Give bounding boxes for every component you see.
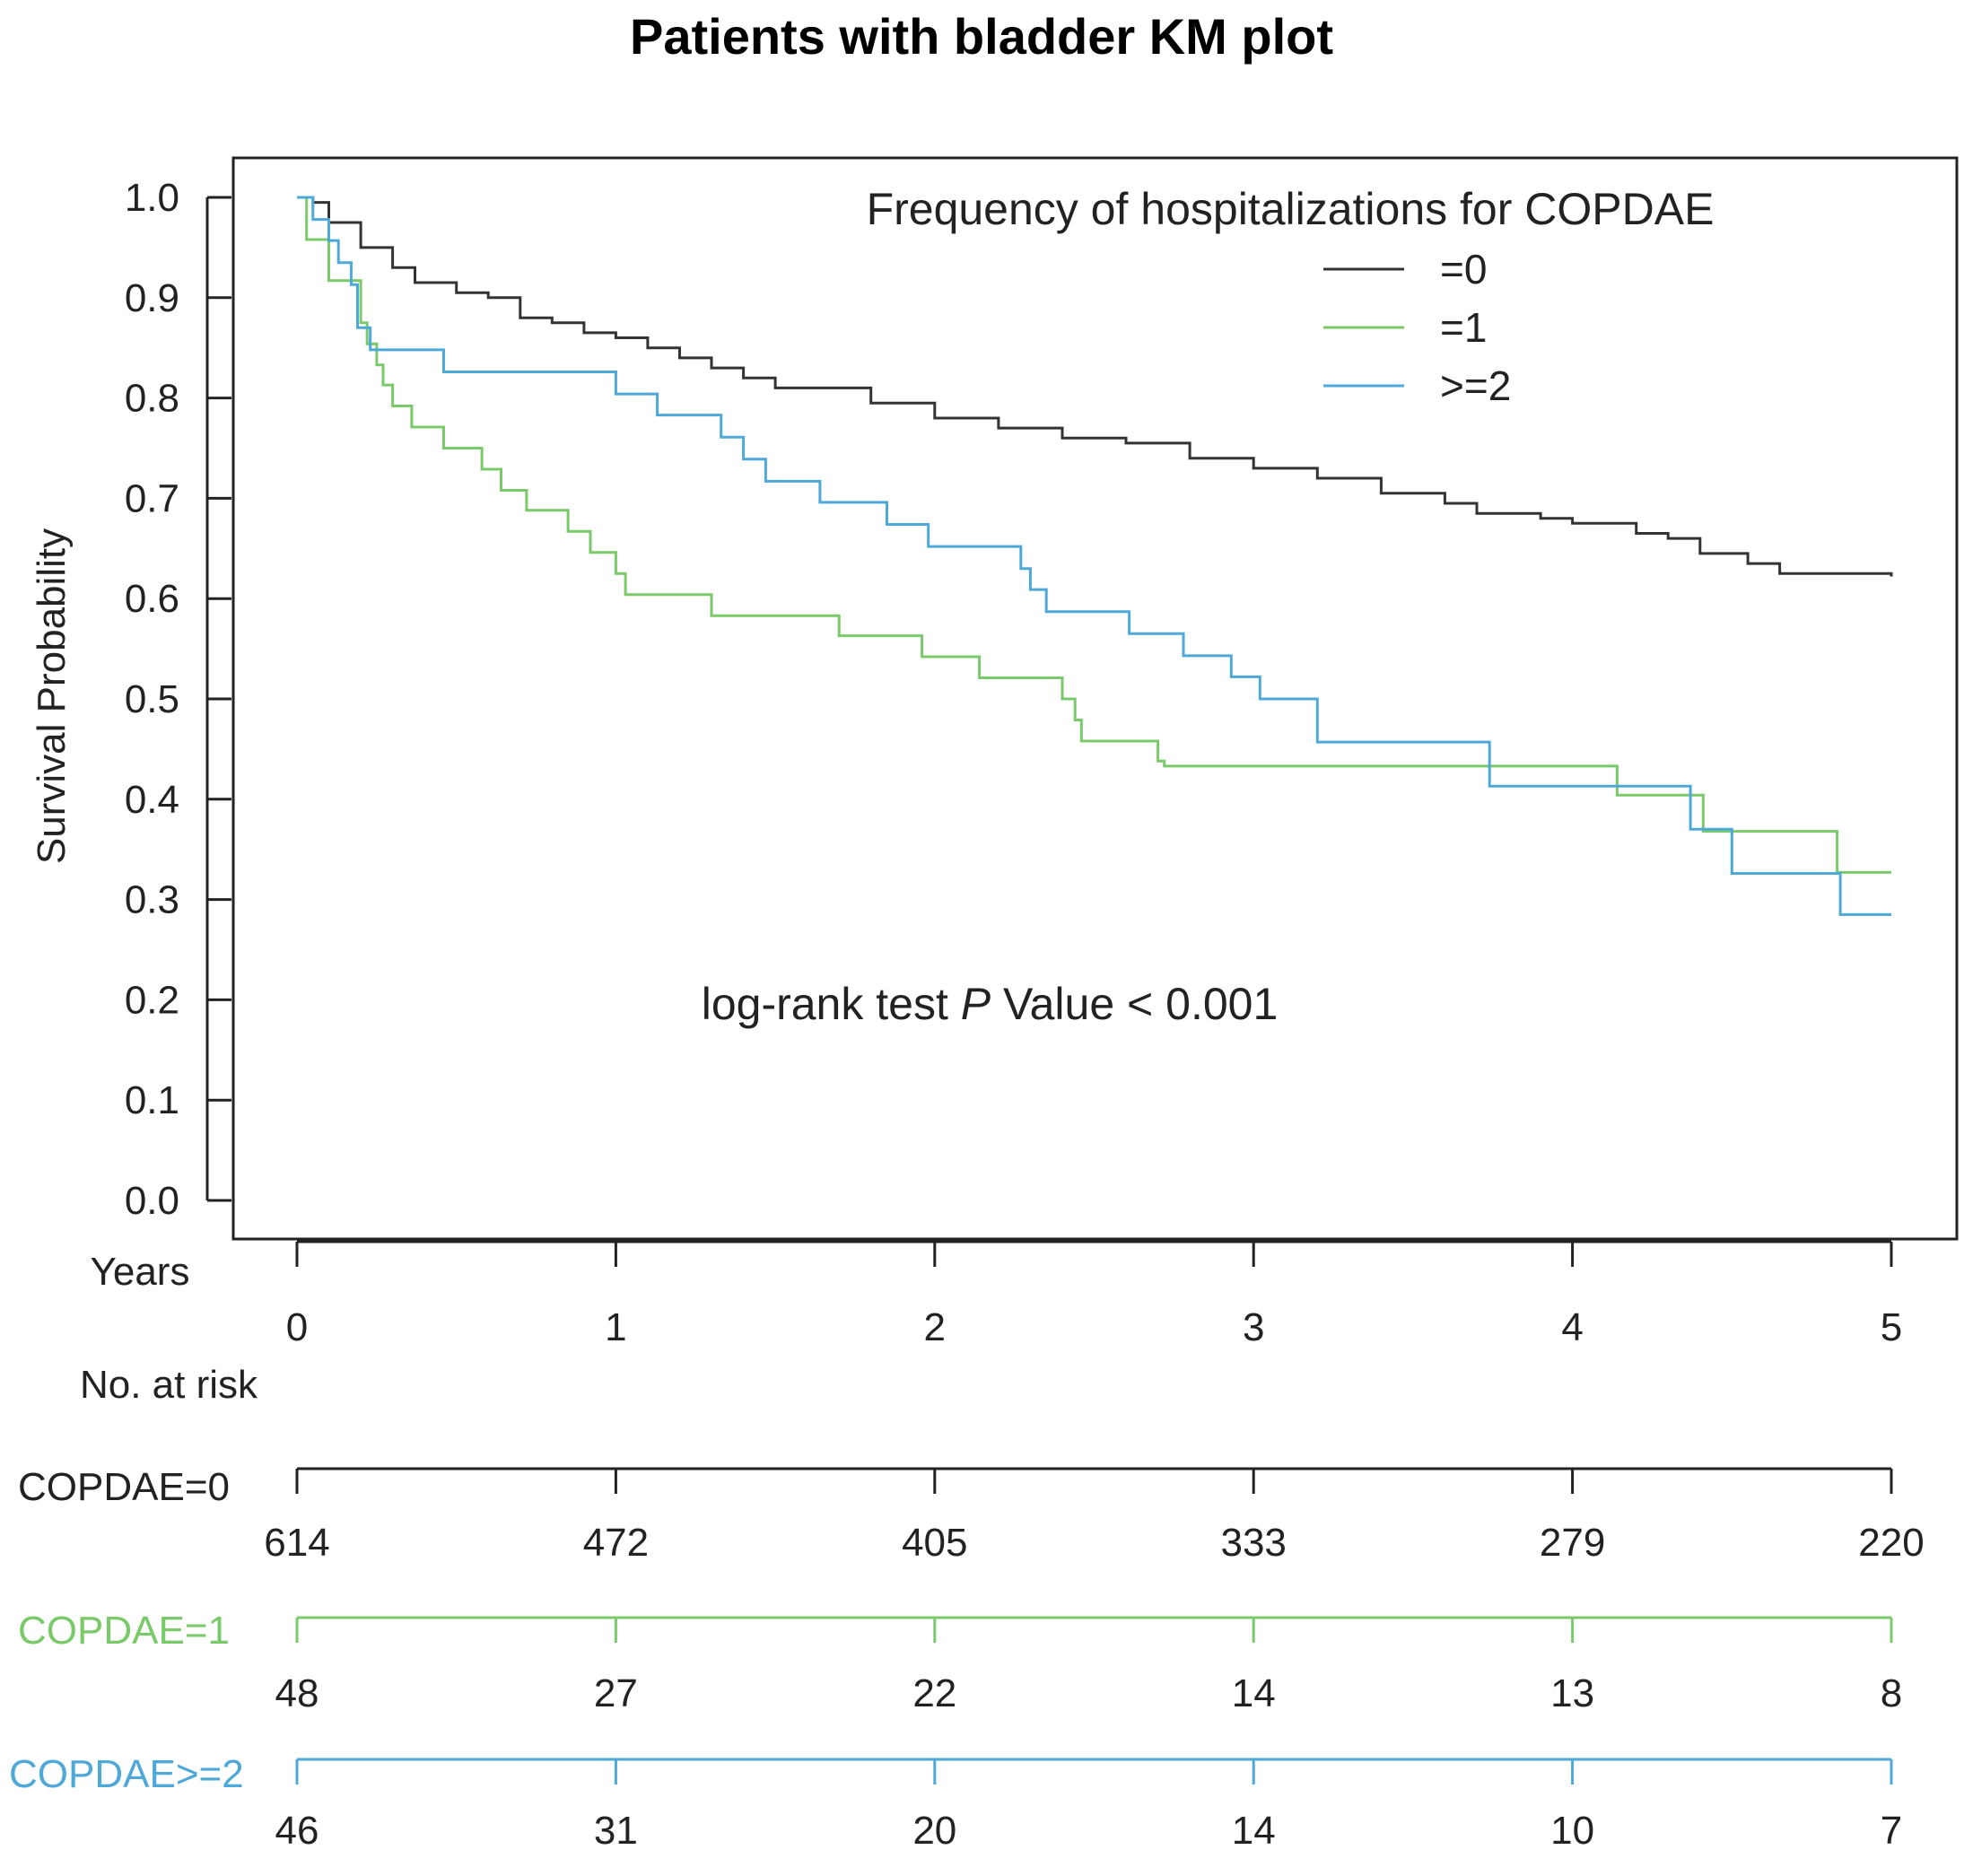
pvalue-prefix: log-rank test	[702, 979, 961, 1029]
y-axis: 0.0 0.1 0.2 0.3 0.4 0.5 0.6 0.7 0.8 0.9 1.0	[125, 176, 231, 1223]
x-tick-label: 1	[605, 1305, 626, 1349]
risk-value: 14	[1232, 1809, 1276, 1853]
risk-value: 333	[1220, 1521, 1286, 1565]
risk-value: 31	[594, 1809, 638, 1853]
legend-label-0: =0	[1440, 246, 1487, 292]
x-tick-label: 0	[286, 1305, 308, 1349]
risk-row-label-0: COPDAE=0	[18, 1465, 230, 1509]
risk-value: 46	[275, 1809, 319, 1853]
km-curve-0	[297, 196, 1893, 577]
risk-value: 279	[1540, 1521, 1605, 1565]
x-tick-label: 4	[1561, 1305, 1583, 1349]
risk-value: 614	[264, 1521, 329, 1565]
risk-row-label-1: COPDAE=1	[18, 1609, 230, 1653]
legend: Frequency of hospitalizations for COPDAE…	[867, 184, 1715, 409]
x-axis: 0 1 2 3 4 5	[286, 1240, 1902, 1349]
x-axis-label: Years	[91, 1250, 190, 1294]
y-tick-label: 0.3	[125, 878, 179, 922]
y-tick-label: 0.0	[125, 1179, 179, 1223]
y-axis-label: Survival Probability	[30, 528, 74, 864]
risk-value: 27	[594, 1671, 638, 1715]
pvalue-p-symbol: P	[961, 979, 991, 1029]
km-curve-2	[297, 196, 1891, 916]
risk-value: 13	[1550, 1671, 1594, 1715]
x-tick-label: 3	[1243, 1305, 1264, 1349]
risk-table-title: No. at risk	[80, 1363, 258, 1407]
km-curve-1	[297, 196, 1891, 874]
y-tick-label: 0.4	[125, 778, 179, 822]
risk-value: 14	[1232, 1671, 1276, 1715]
risk-value: 472	[583, 1521, 649, 1565]
pvalue-annotation: log-rank test P Value < 0.001	[702, 979, 1279, 1029]
y-tick-label: 0.2	[125, 978, 179, 1022]
risk-value: 10	[1550, 1809, 1594, 1853]
y-tick-label: 0.7	[125, 476, 179, 520]
plot-frame	[231, 156, 1959, 1241]
risk-value: 20	[912, 1809, 956, 1853]
legend-title: Frequency of hospitalizations for COPDAE	[867, 184, 1715, 234]
chart-title: Patients with bladder KM plot	[630, 8, 1333, 65]
y-tick-label: 1.0	[125, 176, 179, 220]
risk-value: 220	[1858, 1521, 1924, 1565]
risk-value: 22	[912, 1671, 956, 1715]
risk-value: 48	[275, 1671, 319, 1715]
y-tick-label: 0.5	[125, 677, 179, 721]
risk-table: COPDAE=0 614 472 405 333 279 220 COPDAE=1 48 27 22…	[9, 1465, 1925, 1853]
y-tick-label: 0.1	[125, 1078, 179, 1122]
legend-label-1: =1	[1440, 304, 1487, 351]
risk-row-label-2: COPDAE>=2	[9, 1752, 244, 1796]
y-tick-label: 0.6	[125, 577, 179, 621]
risk-value: 8	[1881, 1671, 1902, 1715]
y-tick-label: 0.8	[125, 377, 179, 421]
x-tick-label: 2	[924, 1305, 946, 1349]
series-layer	[297, 196, 1893, 916]
x-tick-label: 5	[1881, 1305, 1902, 1349]
risk-value: 7	[1881, 1809, 1902, 1853]
pvalue-suffix: Value < 0.001	[991, 979, 1278, 1029]
risk-value: 405	[902, 1521, 967, 1565]
y-tick-label: 0.9	[125, 276, 179, 320]
legend-label-2: >=2	[1440, 362, 1511, 409]
